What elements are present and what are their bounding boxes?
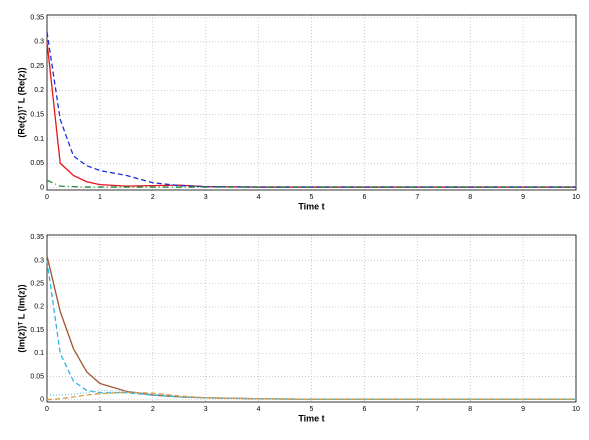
y-tick-label: 0.2 <box>34 304 44 311</box>
y-tick-label: 0.05 <box>30 373 44 380</box>
y-tick-label: 0.1 <box>34 350 44 357</box>
y-tick-label: 0.2 <box>34 87 44 94</box>
x-tick-label: 4 <box>257 406 261 413</box>
x-tick-label: 9 <box>521 194 525 201</box>
x-tick-label: 1 <box>98 406 102 413</box>
x-tick-label: 10 <box>572 194 580 201</box>
x-tick-label: 5 <box>310 406 314 413</box>
x-tick-label: 8 <box>468 194 472 201</box>
y-tick-label: 0 <box>40 184 44 191</box>
x-tick-label: 3 <box>204 194 208 201</box>
x-tick-label: 6 <box>362 406 366 413</box>
x-tick-label: 10 <box>572 406 580 413</box>
x-tick-label: 6 <box>362 194 366 201</box>
data-line <box>46 260 576 400</box>
y-tick-label: 0.3 <box>34 257 44 264</box>
y-tick-label: 0.25 <box>30 63 44 70</box>
y-tick-label: 0.1 <box>34 136 44 143</box>
y-tick-label: 0 <box>40 397 44 404</box>
data-line <box>46 179 576 188</box>
y-tick-label: 0.15 <box>30 111 44 118</box>
data-line <box>46 31 576 188</box>
x-tick-label: 0 <box>45 194 49 201</box>
y-tick-label: 0.3 <box>34 39 44 46</box>
x-tick-label: 5 <box>310 194 314 201</box>
x-tick-label: 3 <box>204 406 208 413</box>
x-tick-label: 9 <box>521 406 525 413</box>
x-tick-label: 4 <box>257 194 261 201</box>
x-tick-label: 2 <box>151 194 155 201</box>
plot-frame <box>46 234 577 403</box>
x-tick-label: 1 <box>98 194 102 201</box>
y-axis-label: (Re(z))ᵀ L (Re(z)) <box>16 67 26 137</box>
data-line <box>46 391 576 401</box>
y-tick-label: 0.25 <box>30 281 44 288</box>
x-axis-label: Time t <box>298 201 324 211</box>
y-tick-label: 0.35 <box>30 14 44 21</box>
x-tick-label: 7 <box>415 194 419 201</box>
x-axis-label: Time t <box>298 413 324 423</box>
x-tick-label: 0 <box>45 406 49 413</box>
y-axis-label: (Im(z))ᵀ L (Im(z)) <box>16 284 26 352</box>
x-tick-label: 7 <box>415 406 419 413</box>
x-tick-label: 2 <box>151 406 155 413</box>
y-tick-label: 0.15 <box>30 327 44 334</box>
y-tick-label: 0.05 <box>30 160 44 167</box>
y-tick-label: 0.35 <box>30 234 44 241</box>
plot-frame <box>46 14 577 191</box>
x-tick-label: 8 <box>468 406 472 413</box>
data-line <box>47 389 576 400</box>
